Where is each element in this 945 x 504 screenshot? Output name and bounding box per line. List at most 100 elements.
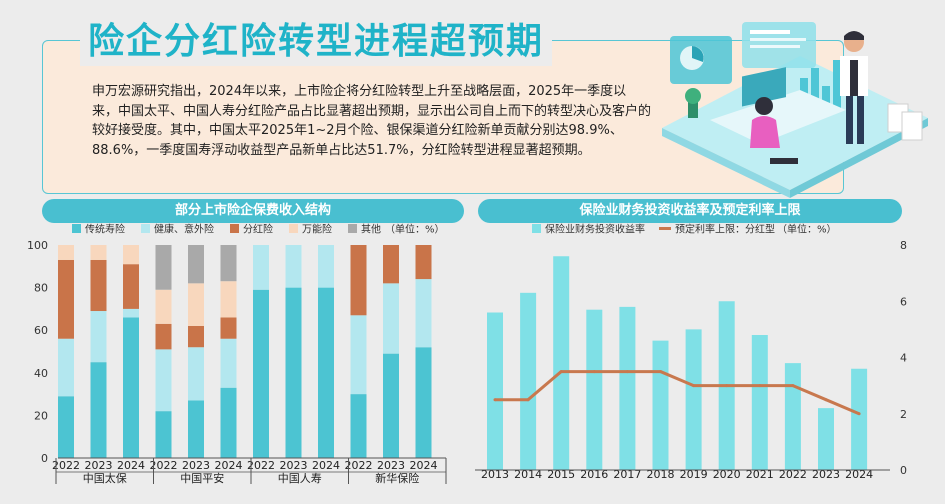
- x-year-label: 2020: [713, 468, 741, 481]
- bar-segment: [220, 245, 237, 282]
- yield-bar: [851, 368, 868, 470]
- x-year-label: 2013: [481, 468, 509, 481]
- bar-segment: [188, 283, 204, 326]
- x-year-label: 2022: [150, 459, 178, 472]
- bar-segment: [350, 315, 367, 395]
- x-year-label: 2023: [182, 459, 210, 472]
- y-tick-label: 80: [34, 282, 48, 295]
- bar-segment: [350, 245, 367, 316]
- bar-segment: [220, 281, 237, 318]
- yield-bar: [619, 306, 636, 470]
- bar-segment: [90, 259, 107, 312]
- rate-cap-point: [692, 384, 696, 388]
- x-year-label: 2018: [647, 468, 675, 481]
- x-year-label: 2022: [52, 459, 80, 472]
- y-tick-label: 20: [34, 409, 48, 422]
- bar-segment: [188, 245, 204, 284]
- rate-cap-point: [857, 412, 861, 416]
- bar-segment: [220, 317, 237, 339]
- yield-bar: [586, 309, 603, 470]
- office-illustration: [662, 22, 928, 198]
- bar-segment: [253, 245, 269, 290]
- bar-segment: [188, 347, 204, 401]
- right-chart-title: 保险业财务投资收益率及预定利率上限: [478, 199, 902, 223]
- page-title: 险企分红险转型进程超预期: [80, 18, 553, 66]
- bar-segment: [220, 338, 237, 388]
- legend-swatch: [348, 224, 357, 233]
- bar-segment: [415, 279, 432, 348]
- bar-segment: [58, 245, 74, 260]
- x-year-label: 2024: [845, 468, 873, 481]
- bar-segment: [318, 287, 334, 458]
- bar-segment: [383, 283, 399, 354]
- x-year-label: 2022: [779, 468, 807, 481]
- x-year-label: 2015: [547, 468, 575, 481]
- y-tick-label: 0: [900, 464, 907, 477]
- legend-unit-note: （单位：%）: [385, 223, 445, 236]
- bar-segment: [123, 245, 139, 265]
- legend-swatch: [230, 224, 239, 233]
- x-year-label: 2024: [312, 459, 340, 472]
- x-year-label: 2023: [85, 459, 113, 472]
- x-year-label: 2022: [345, 459, 373, 472]
- bar-segment: [90, 245, 107, 260]
- yield-bar: [751, 335, 768, 470]
- bar-segment: [318, 245, 334, 288]
- investment-yield-chart: 保险业财务投资收益率 预定利率上限：分红型 （单位：%） 0 2 4 6 8 2013 2014 2…: [475, 223, 907, 481]
- rate-cap-point: [493, 398, 497, 402]
- bar-segment: [285, 245, 302, 288]
- legend-label: 分红险: [243, 223, 273, 236]
- premium-structure-chart: 传统寿险 健康、意外险 分红险 万能险 其他 （单位：%） 0 20 40 60 80 100 2022…: [27, 223, 447, 485]
- bar-segment: [188, 400, 204, 458]
- bar-segment: [285, 287, 302, 458]
- x-year-label: 2019: [680, 468, 708, 481]
- x-year-label: 2017: [613, 468, 641, 481]
- bar-segment: [155, 245, 172, 290]
- rate-cap-point: [526, 398, 530, 402]
- left-chart-title: 部分上市险企保费收入结构: [42, 199, 464, 223]
- bar-segment: [58, 259, 74, 339]
- yield-bar: [487, 312, 503, 470]
- x-company-label: 中国人寿: [278, 471, 322, 485]
- x-company-label: 中国平安: [180, 471, 224, 485]
- x-year-label: 2023: [812, 468, 840, 481]
- y-tick-label: 6: [900, 295, 907, 308]
- y-tick-label: 8: [900, 239, 907, 252]
- bar-segment: [383, 245, 399, 284]
- legend-swatch: [72, 224, 81, 233]
- x-year-label: 2021: [746, 468, 774, 481]
- bar-segment: [155, 323, 172, 350]
- legend-label: 其他: [361, 223, 381, 236]
- rate-cap-point: [592, 370, 596, 374]
- yield-bar: [553, 256, 570, 470]
- y-tick-label: 40: [34, 367, 48, 380]
- rate-cap-point: [725, 384, 729, 388]
- bar-segment: [253, 289, 269, 458]
- x-year-label: 2023: [377, 459, 405, 472]
- legend-swatch: [141, 224, 150, 233]
- x-year-label: 2024: [215, 459, 243, 472]
- rate-cap-line: [495, 370, 860, 416]
- bar-segment: [155, 349, 172, 412]
- yield-bar: [520, 292, 537, 470]
- bar-segment: [90, 311, 107, 363]
- y-tick-label: 0: [41, 452, 48, 465]
- intro-paragraph: 申万宏源研究指出，2024年以来，上市险企将分红险转型上升至战略层面，2025年…: [92, 84, 652, 158]
- bar-segment: [58, 338, 74, 397]
- x-year-label: 2024: [410, 459, 438, 472]
- x-company-label: 中国太保: [83, 471, 127, 485]
- legend-label: 传统寿险: [85, 223, 125, 236]
- rate-cap-point: [758, 384, 762, 388]
- bar-segment: [383, 353, 399, 458]
- bar-segment: [415, 245, 432, 280]
- x-year-label: 2014: [514, 468, 542, 481]
- rate-cap-point: [625, 370, 629, 374]
- legend-label: 健康、意外险: [154, 223, 214, 236]
- legend-swatch: [289, 224, 298, 233]
- yield-bar: [784, 363, 801, 470]
- bar-segment: [123, 317, 139, 458]
- bar-segment: [350, 394, 367, 458]
- x-year-label: 2024: [117, 459, 145, 472]
- yield-bar: [685, 329, 702, 470]
- y-tick-label: 2: [900, 408, 907, 421]
